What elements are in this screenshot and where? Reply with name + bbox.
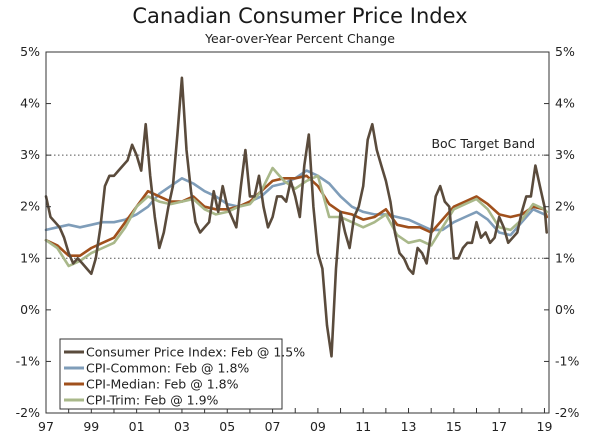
x-tick-label: 07 xyxy=(265,419,281,434)
chart-title: Canadian Consumer Price Index xyxy=(132,4,468,28)
y-tick-label-right: 1% xyxy=(555,250,575,265)
y-tick-label-left: -2% xyxy=(16,405,40,420)
y-tick-label-left: 0% xyxy=(20,302,40,317)
x-tick-label: 15 xyxy=(446,419,462,434)
series-lines xyxy=(44,76,549,358)
legend-box xyxy=(59,338,283,410)
x-tick-label: 11 xyxy=(355,419,371,434)
y-tick-label-left: 5% xyxy=(20,44,40,59)
x-tick-label: 01 xyxy=(129,419,145,434)
legend: Consumer Price Index: Feb @ 1.5%CPI-Comm… xyxy=(59,338,305,410)
y-axis-left-labels: -2% -1% 0% 1% 2% 3% 4% 5% xyxy=(16,44,40,420)
series-line-cpi xyxy=(44,76,549,358)
legend-label: CPI-Trim: Feb @ 1.9% xyxy=(86,393,219,408)
x-tick-label: 09 xyxy=(310,419,326,434)
y-axis-right-labels: -2% -1% 0% 1% 2% 3% 4% 5% xyxy=(555,44,579,420)
x-tick-label: 99 xyxy=(83,419,99,434)
x-tick-label: 13 xyxy=(401,419,417,434)
y-tick-label-right: 4% xyxy=(555,96,575,111)
y-tick-label-right: 3% xyxy=(555,147,575,162)
y-tick-label-left: -1% xyxy=(16,353,40,368)
y-tick-label-right: -2% xyxy=(555,405,579,420)
y-tick-label-left: 3% xyxy=(20,147,40,162)
y-tick-label-right: -1% xyxy=(555,353,579,368)
target-band-annotation: BoC Target Band xyxy=(431,136,535,151)
legend-label: Consumer Price Index: Feb @ 1.5% xyxy=(86,345,305,360)
x-tick-label: 19 xyxy=(537,419,553,434)
x-tick-label: 03 xyxy=(174,419,190,434)
y-tick-label-right: 2% xyxy=(555,199,575,214)
y-tick-label-left: 4% xyxy=(20,96,40,111)
legend-items: Consumer Price Index: Feb @ 1.5%CPI-Comm… xyxy=(64,345,305,408)
y-tick-label-right: 0% xyxy=(555,302,575,317)
x-tick-label: 05 xyxy=(219,419,235,434)
x-tick-label: 17 xyxy=(491,419,507,434)
y-tick-label-left: 2% xyxy=(20,199,40,214)
chart-subtitle: Year-over-Year Percent Change xyxy=(205,31,395,46)
y-tick-label-left: 1% xyxy=(20,250,40,265)
y-tick-label-right: 5% xyxy=(555,44,575,59)
legend-label: CPI-Common: Feb @ 1.8% xyxy=(86,361,249,376)
plot-area-frame xyxy=(45,51,550,414)
x-axis-labels: 97 99 01 03 05 07 09 11 13 15 17 19 xyxy=(38,419,552,434)
legend-label: CPI-Median: Feb @ 1.8% xyxy=(86,377,239,392)
x-tick-label: 97 xyxy=(38,419,54,434)
axis-ticks xyxy=(45,51,549,414)
series-line-cpi-trim xyxy=(44,166,549,268)
